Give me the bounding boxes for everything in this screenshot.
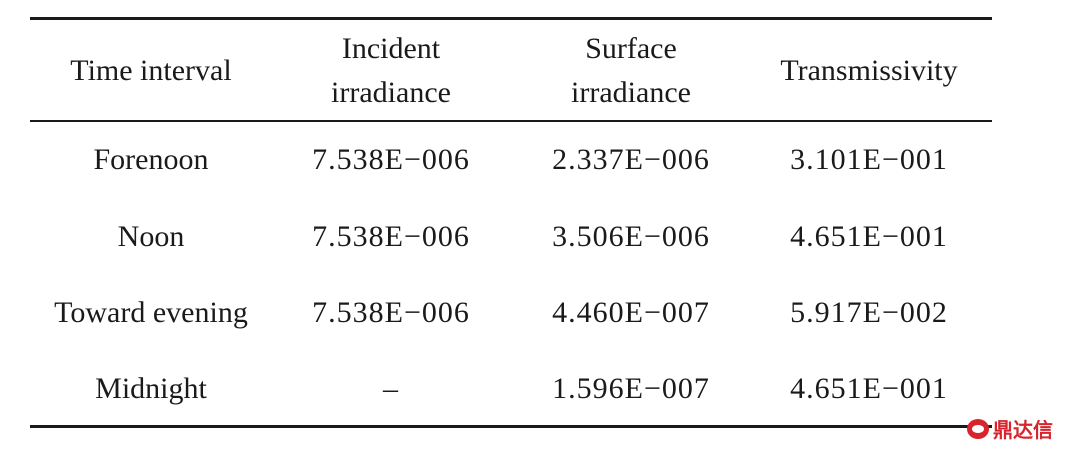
watermark-logo [967, 418, 989, 439]
data-cell: 7.538E−006 [312, 296, 470, 329]
data-cell: 2.337E−006 [552, 143, 710, 176]
top-rule [30, 17, 992, 20]
watermark-text: 鼎达信 [993, 418, 1053, 442]
data-cell: – [383, 372, 399, 405]
header-cell: irradiance [571, 76, 691, 109]
data-cell: 4.460E−007 [552, 296, 710, 329]
row-label: Toward evening [54, 296, 248, 329]
data-cell: 5.917E−002 [790, 296, 948, 329]
header-cell: Incident [341, 32, 441, 65]
data-cell: 7.538E−006 [312, 143, 470, 176]
row-label: Forenoon [93, 143, 209, 176]
header-cell: Time interval [70, 54, 232, 87]
data-cell: 4.651E−001 [790, 220, 948, 253]
row-label: Noon [117, 220, 185, 253]
data-cell: 4.651E−001 [790, 372, 948, 405]
header-cell: irradiance [331, 76, 451, 109]
data-cell: 3.506E−006 [552, 220, 710, 253]
header-rule [30, 120, 992, 122]
data-cell: 7.538E−006 [312, 220, 470, 253]
watermark: 鼎达信 [966, 414, 1053, 443]
data-cell: 3.101E−001 [790, 143, 948, 176]
header-cell: Transmissivity [780, 54, 958, 87]
bottom-rule [30, 425, 992, 428]
data-cell: 1.596E−007 [552, 372, 710, 405]
header-cell: Surface [585, 32, 677, 65]
row-label: Midnight [95, 372, 207, 405]
